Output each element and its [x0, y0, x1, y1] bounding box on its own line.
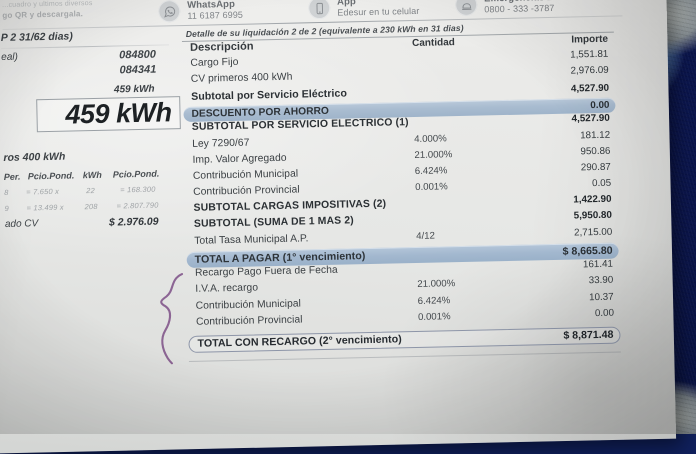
row-quantity: 6.424%	[415, 164, 519, 177]
row-amount: 10.37	[522, 291, 620, 304]
row-quantity	[416, 220, 520, 222]
row-amount: 290.87	[519, 161, 617, 174]
row-quantity: 0.001%	[415, 180, 519, 193]
table-row: 9	[4, 204, 9, 213]
row-quantity	[413, 75, 517, 77]
row-quantity	[413, 92, 517, 94]
consumption-highlight-box: 459 kWh	[36, 96, 181, 132]
row-amount: 181.12	[518, 129, 616, 142]
col-header-amount: Importe	[516, 34, 614, 47]
row-quantity: 0.001%	[418, 309, 522, 322]
consumption-small: 459 kWh	[114, 84, 155, 96]
col-header-quantity: Cantidad	[412, 36, 516, 49]
row-quantity: 4.000%	[414, 131, 518, 144]
period-label: P 2 31/62 dias)	[1, 30, 73, 44]
table-row: 8	[4, 188, 9, 197]
faint-note-line2: go QR y descargala.	[2, 8, 152, 20]
row-amount: 1,551.81	[516, 49, 614, 62]
detail-bottom-rule	[189, 352, 621, 362]
liquidation-detail-table: Detalle de su liquidación 2 de 2 (equiva…	[182, 20, 621, 362]
row-amount: 1,422.90	[519, 194, 617, 207]
row-quantity: 21.000%	[417, 277, 521, 290]
row-amount: 0.00	[522, 307, 620, 320]
cv-total-label: ado CV	[5, 218, 39, 230]
row-amount: 4,527.90	[518, 113, 616, 126]
row-quantity: 21.000%	[414, 147, 518, 160]
row-amount: $ 8,871.48	[521, 329, 619, 343]
tariff-col-kwh: kWh	[83, 170, 102, 180]
contact-emergencies[interactable]: Emergencias 24 hs 0800 - 333 -3787	[455, 0, 572, 16]
row-amount: 0.05	[519, 178, 617, 191]
tariff-row1-kwh: 22	[86, 186, 95, 195]
row-quantity	[418, 337, 522, 339]
contact-app-subtitle: Edesur en tu celular	[337, 6, 419, 18]
row-quantity	[413, 107, 517, 109]
row-quantity	[417, 253, 521, 255]
alarm-bell-icon	[455, 0, 477, 16]
row-amount: 33.90	[521, 275, 619, 288]
row-amount: 2,976.09	[517, 65, 615, 78]
row-quantity: 6.424%	[418, 293, 522, 306]
row-quantity	[412, 59, 516, 61]
tariff-col-price: Pcio.Pond.	[28, 170, 75, 181]
hand-drawn-bracket	[152, 272, 190, 365]
row-amount: 4,527.90	[517, 82, 615, 95]
row-amount: 2,715.00	[520, 226, 618, 239]
contact-app[interactable]: App Edesur en tu celular	[308, 0, 420, 19]
mobile-app-icon	[308, 0, 330, 19]
reading-current: 084800	[119, 49, 156, 62]
row-amount: $ 8,665.80	[521, 245, 619, 259]
row-description: TOTAL CON RECARGO (2° vencimiento)	[197, 333, 417, 350]
row-amount: 0.00	[517, 100, 615, 113]
tariff-col-per: Per.	[4, 172, 21, 182]
row-quantity: 4/12	[416, 228, 520, 241]
row-amount: 5,950.80	[520, 210, 618, 223]
real-label: eal)	[1, 52, 18, 63]
tariff-row2-price: = 13.499 x	[26, 203, 63, 213]
cv-total-value: $ 2.976.09	[109, 216, 159, 229]
row-quantity	[414, 123, 518, 125]
reading-previous: 084341	[119, 64, 156, 77]
row-amount: 161.41	[521, 259, 619, 272]
whatsapp-icon	[158, 0, 180, 22]
row-quantity	[417, 269, 521, 271]
row-amount: 950.86	[518, 145, 616, 158]
contact-whatsapp-number: 11 6187 6995	[187, 10, 243, 21]
tariff-row1-result: = 168.300	[120, 185, 156, 195]
tariff-title: ros 400 kWh	[3, 151, 65, 164]
tariff-row1-price: = 7.650 x	[26, 187, 59, 197]
row-quantity	[416, 204, 520, 206]
tariff-col-price2: Pcio.Pond.	[113, 169, 160, 180]
tariff-row2-kwh: 208	[84, 202, 97, 211]
consumption-big: 459 kWh	[65, 97, 172, 130]
tariff-row2-result: = 2.807.790	[116, 201, 158, 211]
bill-content: ...cuadro y ultimos diversos go QR y des…	[0, 0, 696, 434]
contact-emergencies-number: 0800 - 333 -3787	[484, 3, 572, 15]
contact-whatsapp[interactable]: WhatsApp 11 6187 6995	[158, 0, 243, 23]
